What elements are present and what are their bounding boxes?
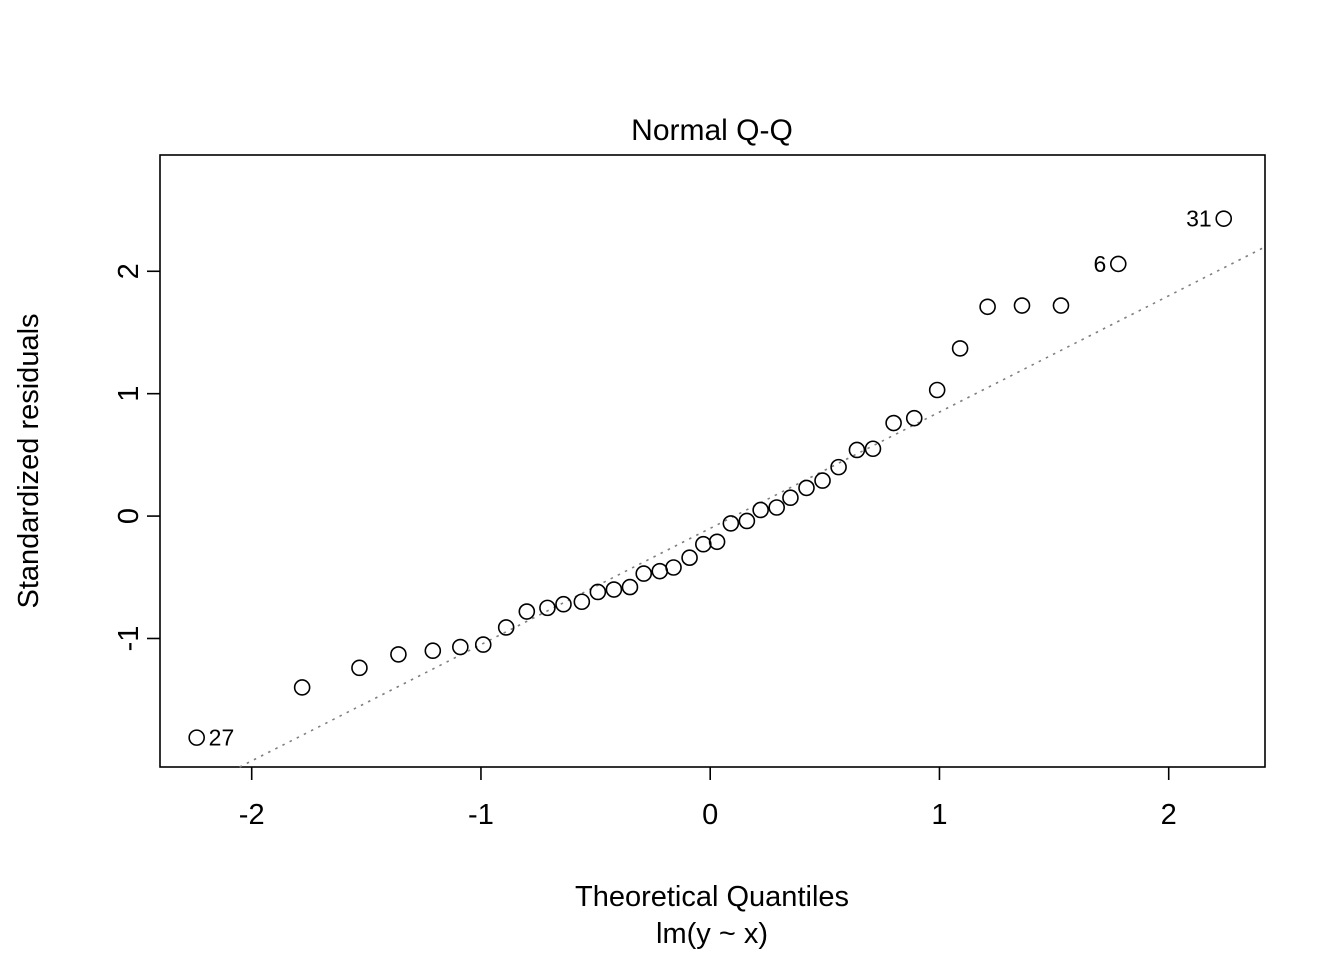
data-point xyxy=(635,565,653,582)
data-point xyxy=(722,515,740,532)
data-point xyxy=(752,501,769,519)
data-point xyxy=(681,549,698,566)
data-point xyxy=(979,298,996,316)
data-point xyxy=(188,729,205,746)
data-point xyxy=(708,533,726,551)
data-point xyxy=(665,559,682,576)
data-point xyxy=(1215,210,1233,227)
data-point xyxy=(605,581,623,598)
x-tick-label: 2 xyxy=(1161,799,1177,831)
data-point xyxy=(390,646,407,663)
data-point xyxy=(1109,255,1127,273)
data-point xyxy=(885,414,902,432)
data-point xyxy=(738,512,756,530)
y-tick-label: 2 xyxy=(113,263,145,279)
data-point xyxy=(589,583,607,601)
data-point xyxy=(518,603,536,620)
data-point xyxy=(782,489,799,507)
data-point xyxy=(474,636,492,653)
data-point xyxy=(695,535,712,553)
point-label: 27 xyxy=(209,725,235,751)
x-tick-label: -1 xyxy=(468,799,494,831)
data-point xyxy=(555,595,572,613)
x-tick-label: -2 xyxy=(239,799,265,831)
y-axis-label: Standardized residuals xyxy=(13,313,45,608)
data-point xyxy=(798,479,815,497)
data-point xyxy=(452,638,469,656)
data-point xyxy=(573,593,591,611)
data-point xyxy=(293,679,311,696)
data-point xyxy=(905,409,923,427)
y-tick-label: 0 xyxy=(113,508,145,524)
data-point xyxy=(351,659,368,677)
data-point xyxy=(864,440,882,458)
data-point xyxy=(830,458,847,476)
x-axis-sublabel: lm(y ~ x) xyxy=(656,918,768,950)
data-point xyxy=(951,340,969,357)
data-point xyxy=(768,499,785,516)
data-point xyxy=(621,578,639,596)
point-label: 31 xyxy=(1186,206,1212,232)
point-label: 6 xyxy=(1093,251,1106,277)
x-tick-label: 1 xyxy=(931,799,947,831)
data-point xyxy=(424,642,442,660)
x-tick-label: 0 xyxy=(702,799,718,831)
data-point xyxy=(1013,297,1031,314)
plot-title: Normal Q-Q xyxy=(631,114,793,147)
y-tick-label: -1 xyxy=(113,626,145,652)
plot-content: -2 -1 0 1 2 -1 0 1 2 27 6 31 xyxy=(113,206,1266,831)
y-tick-label: 1 xyxy=(113,386,145,402)
data-point xyxy=(651,562,669,580)
data-point xyxy=(814,472,831,489)
data-point xyxy=(848,441,866,459)
plot-border xyxy=(159,154,1266,768)
reference-line xyxy=(239,246,1266,768)
x-axis-label: Theoretical Quantiles xyxy=(575,881,849,913)
data-point xyxy=(928,381,946,399)
data-point xyxy=(1052,297,1070,314)
data-point xyxy=(539,599,556,617)
data-point xyxy=(497,619,515,636)
